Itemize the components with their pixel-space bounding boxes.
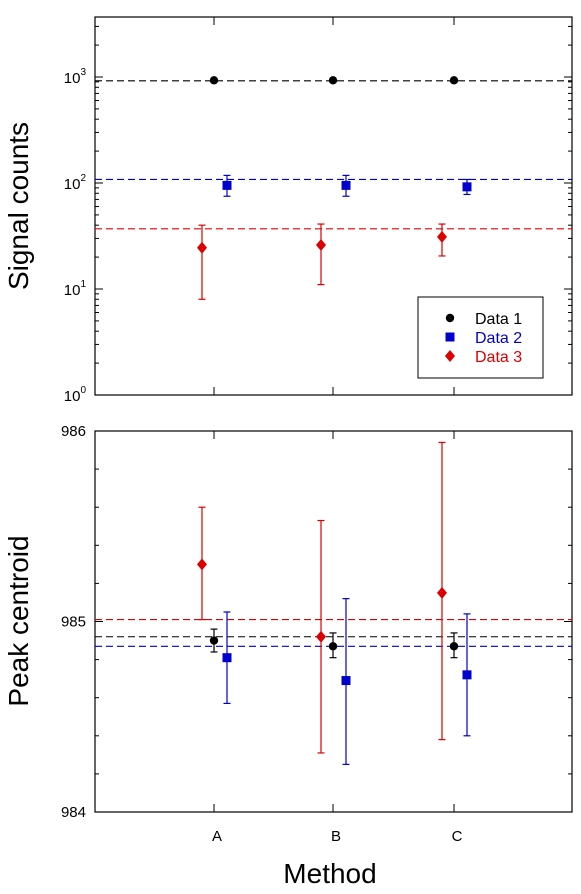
legend-label: Data 3 [475, 349, 522, 366]
top-point-series-3 [437, 223, 447, 257]
top-point-series-3 [316, 223, 326, 286]
data-marker [462, 182, 472, 192]
top-point-series-2 [462, 178, 472, 196]
top-point-series-3 [197, 224, 207, 300]
legend-box [417, 296, 544, 379]
legend: Data 1 Data 2 Data 3 [417, 296, 544, 379]
top-y-tick-label: 102 [64, 173, 87, 193]
bottom-y-tick-label: 986 [61, 423, 86, 440]
bottom-y-axis-label: Peak centroid [3, 535, 34, 706]
top-point-series-1 [449, 76, 459, 85]
data-marker [209, 636, 219, 645]
data-marker [328, 642, 338, 651]
top-y-tick-label: 101 [64, 279, 87, 299]
data-marker [316, 630, 326, 643]
x-tick-label: A [212, 828, 222, 845]
legend-label: Data 2 [475, 330, 522, 347]
data-marker [328, 76, 338, 85]
bottom-point-series-3 [437, 441, 447, 741]
data-marker [316, 239, 326, 252]
top-y-tick-label: 100 [64, 385, 87, 405]
bottom-point-series-3 [316, 519, 326, 754]
peak-centroid-panel: 984 985 986 A B C Peak centroid Method [3, 423, 573, 889]
legend-marker [445, 332, 455, 342]
legend-marker [445, 350, 455, 362]
data-marker [437, 586, 447, 599]
bottom-point-series-2 [462, 613, 472, 737]
data-marker [462, 670, 472, 680]
bottom-point-series-2 [341, 598, 351, 765]
tick-exponent: 3 [80, 67, 86, 78]
data-marker [449, 76, 459, 85]
bottom-point-series-1 [328, 632, 338, 659]
data-marker [197, 558, 207, 571]
tick-exponent: 1 [80, 279, 86, 290]
data-marker [341, 676, 351, 686]
bottom-y-tick-label: 984 [61, 804, 86, 821]
data-marker [437, 230, 447, 243]
top-point-series-2 [341, 174, 351, 197]
top-y-tick-label: 103 [64, 67, 87, 87]
tick-exponent: 2 [80, 173, 86, 184]
tick-base: 10 [64, 70, 81, 87]
top-point-series-2 [222, 174, 232, 197]
data-marker [197, 241, 207, 254]
tick-base: 10 [64, 282, 81, 299]
legend-marker [445, 313, 455, 323]
bottom-point-series-3 [197, 506, 207, 621]
bottom-point-series-1 [209, 628, 219, 653]
top-point-series-1 [328, 76, 338, 85]
data-marker [449, 642, 459, 651]
top-point-series-1 [209, 76, 219, 85]
data-marker [341, 180, 351, 190]
tick-base: 10 [64, 388, 81, 405]
x-axis-label: Method [283, 858, 376, 889]
top-y-axis-label: Signal counts [3, 122, 34, 290]
legend-label: Data 1 [475, 311, 522, 328]
bottom-point-series-1 [449, 632, 459, 659]
data-marker [222, 653, 232, 663]
x-tick-label: B [331, 828, 341, 845]
tick-base: 10 [64, 176, 81, 193]
data-marker [209, 76, 219, 85]
data-marker [222, 180, 232, 190]
bottom-point-series-2 [222, 611, 232, 705]
bottom-y-tick-label: 985 [61, 614, 86, 631]
x-tick-label: C [452, 828, 463, 845]
tick-exponent: 0 [80, 385, 86, 396]
bottom-plot-frame [94, 430, 573, 813]
